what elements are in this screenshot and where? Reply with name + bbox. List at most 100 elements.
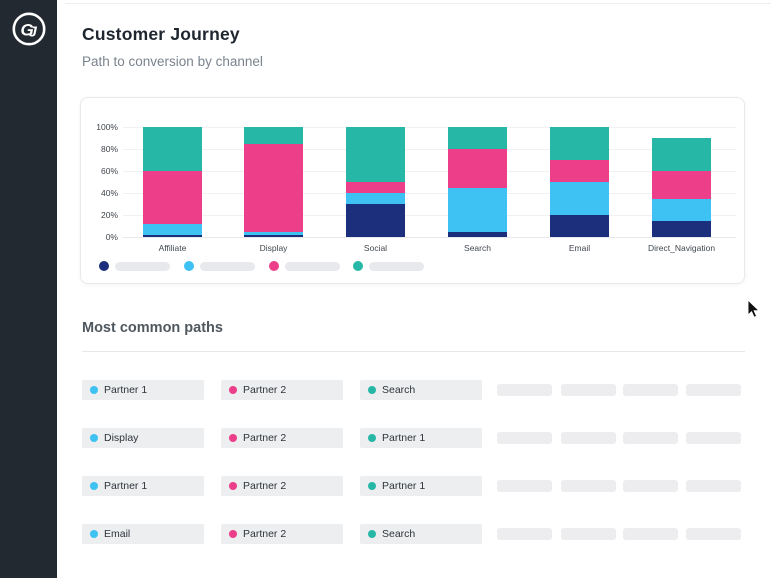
bar-segment-segment-navy[interactable] [550,215,609,237]
path-step-label: Display [104,432,139,444]
path-row-2: Display Partner 2 Partner 1 [82,428,745,448]
bar-segment-segment-navy[interactable] [244,234,303,237]
path-step-placeholder [686,528,741,540]
path-step-placeholder [623,528,678,540]
x-axis-label-affiliate: Affiliate [158,243,187,253]
svg-text:G: G [21,21,34,40]
bar-segment-segment-teal[interactable] [550,127,609,160]
sidebar: G J [0,0,57,578]
legend-label-placeholder [285,261,340,271]
channel-dot-icon [368,386,376,394]
bar-segment-segment-navy[interactable] [143,234,202,237]
bar-segment-segment-pink[interactable] [143,171,202,224]
legend-item-0[interactable] [99,261,170,271]
path-step-pill: Partner 2 [221,524,343,544]
gridline [123,149,736,150]
x-axis-label-direct_navigation: Direct_Navigation [647,243,716,253]
paths-section-title: Most common paths [82,320,223,336]
path-step-label: Partner 1 [104,384,148,396]
path-step-pill: Partner 2 [221,476,343,496]
path-row-3: Partner 1 Partner 2 Partner 1 [82,476,745,496]
svg-text:J: J [29,24,38,41]
bar-segment-segment-teal[interactable] [143,127,202,171]
stacked-bar-search[interactable] [448,127,507,237]
channel-dot-icon [229,386,237,394]
bar-segment-segment-teal[interactable] [448,127,507,149]
channel-dot-icon [229,482,237,490]
legend-item-1[interactable] [184,261,255,271]
path-step-pill: Partner 1 [360,428,482,448]
bar-segment-segment-lightblue[interactable] [550,182,609,215]
channel-dot-icon [229,530,237,538]
stacked-bar-direct_navigation[interactable] [652,138,711,237]
channel-dot-icon [90,482,98,490]
path-step-placeholder [623,432,678,444]
path-step-pill: Partner 2 [221,428,343,448]
path-step-label: Search [382,528,416,540]
legend-label-placeholder [200,261,255,271]
legend-dot-icon [269,261,279,271]
legend-item-2[interactable] [269,261,340,271]
path-step-pill: Search [360,380,482,400]
bar-segment-segment-lightblue[interactable] [448,187,507,232]
conversion-chart-card: 0% 20% 40% 60% 80% 100% Affiliate Display Social… [80,97,745,284]
cj-logo-icon: G J [12,12,46,46]
channel-dot-icon [90,434,98,442]
path-step-pill: Partner 1 [82,380,204,400]
bar-segment-segment-pink[interactable] [652,171,711,199]
bar-segment-segment-teal[interactable] [244,127,303,144]
bar-segment-segment-pink[interactable] [550,160,609,182]
path-step-placeholder [686,384,741,396]
path-step-label: Partner 1 [104,480,148,492]
bar-segment-segment-pink[interactable] [448,149,507,188]
bar-segment-segment-teal[interactable] [652,138,711,171]
path-step-placeholder [561,528,616,540]
legend-label-placeholder [115,261,170,271]
channel-dot-icon [368,434,376,442]
legend-dot-icon [99,261,109,271]
path-step-pill: Partner 1 [82,476,204,496]
page-subtitle: Path to conversion by channel [82,54,263,69]
paths-divider [82,351,745,352]
path-step-placeholder [497,384,552,396]
x-axis-label-email: Email [568,243,591,253]
path-step-placeholder [497,528,552,540]
bar-segment-segment-lightblue[interactable] [244,231,303,235]
stacked-bar-display[interactable] [244,127,303,237]
stacked-bar-affiliate[interactable] [143,127,202,237]
y-axis-tick: 40% [100,188,118,198]
path-step-placeholder [561,384,616,396]
gridline [123,127,736,128]
path-step-label: Partner 2 [243,432,287,444]
channel-dot-icon [368,530,376,538]
y-axis-tick: 100% [96,122,118,132]
channel-dot-icon [368,482,376,490]
bar-segment-segment-teal[interactable] [346,127,405,182]
bar-segment-segment-navy[interactable] [652,220,711,237]
bar-segment-segment-pink[interactable] [346,182,405,193]
stacked-bar-social[interactable] [346,127,405,237]
bar-segment-segment-pink[interactable] [244,143,303,232]
mouse-cursor-icon [747,299,760,318]
stacked-bar-email[interactable] [550,127,609,237]
path-row-4: Email Partner 2 Search [82,524,745,544]
bar-segment-segment-navy[interactable] [346,204,405,237]
path-step-label: Partner 1 [382,432,426,444]
path-step-label: Partner 2 [243,480,287,492]
bar-segment-segment-lightblue[interactable] [652,198,711,221]
path-step-pill: Partner 2 [221,380,343,400]
legend-dot-icon [184,261,194,271]
bar-segment-segment-navy[interactable] [448,231,507,237]
app-logo[interactable]: G J [11,11,47,47]
path-step-pill: Email [82,524,204,544]
path-step-label: Partner 2 [243,528,287,540]
bar-segment-segment-lightblue[interactable] [143,223,202,235]
legend-item-3[interactable] [353,261,424,271]
y-axis-tick: 80% [100,144,118,154]
path-step-placeholder [623,480,678,492]
path-step-label: Search [382,384,416,396]
bar-segment-segment-lightblue[interactable] [346,193,405,204]
path-row-1: Partner 1 Partner 2 Search [82,380,745,400]
x-axis-label-display: Display [259,243,288,253]
channel-dot-icon [90,530,98,538]
